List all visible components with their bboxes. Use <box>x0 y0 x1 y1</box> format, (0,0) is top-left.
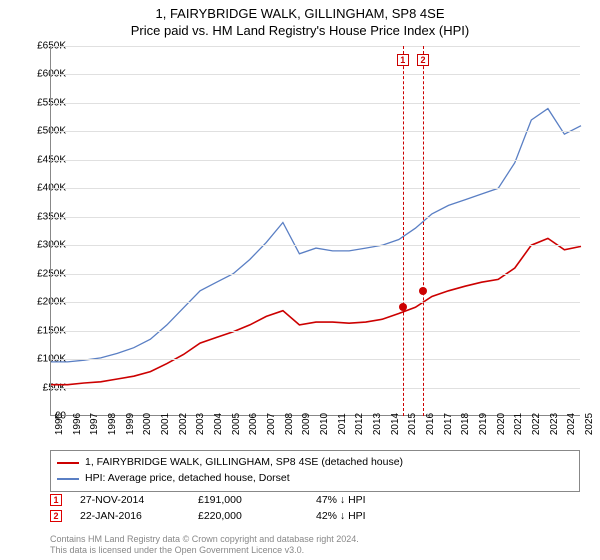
gridline <box>51 103 580 104</box>
event-row: 1 27-NOV-2014 £191,000 47% ↓ HPI <box>50 494 580 506</box>
footer-line1: Contains HM Land Registry data © Crown c… <box>50 534 359 545</box>
x-tick-label: 2014 <box>390 413 401 435</box>
event-date: 22-JAN-2016 <box>80 510 180 522</box>
legend-label: HPI: Average price, detached house, Dors… <box>85 471 290 487</box>
legend-swatch <box>57 462 79 464</box>
footer-attribution: Contains HM Land Registry data © Crown c… <box>50 534 359 556</box>
x-tick-label: 2005 <box>231 413 242 435</box>
x-tick-label: 2015 <box>407 413 418 435</box>
gridline <box>51 359 580 360</box>
footer-line2: This data is licensed under the Open Gov… <box>50 545 359 556</box>
x-tick-label: 2011 <box>337 413 348 435</box>
event-diff: 47% ↓ HPI <box>316 494 416 506</box>
event-price: £191,000 <box>198 494 298 506</box>
x-tick-label: 2022 <box>531 413 542 435</box>
sale-marker-dot <box>419 287 427 295</box>
legend-row: HPI: Average price, detached house, Dors… <box>57 471 573 487</box>
event-price: £220,000 <box>198 510 298 522</box>
x-tick-label: 2009 <box>301 413 312 435</box>
x-tick-label: 2016 <box>425 413 436 435</box>
x-tick-label: 2019 <box>478 413 489 435</box>
x-tick-label: 1999 <box>125 413 136 435</box>
title-line1: 1, FAIRYBRIDGE WALK, GILLINGHAM, SP8 4SE <box>0 6 600 23</box>
event-marker-box: 2 <box>417 54 429 66</box>
x-tick-label: 2024 <box>566 413 577 435</box>
x-tick-label: 2002 <box>178 413 189 435</box>
series-property <box>51 238 581 384</box>
x-tick-label: 1995 <box>54 413 65 435</box>
line-series-svg <box>51 46 581 416</box>
gridline <box>51 46 580 47</box>
event-number-box: 1 <box>50 494 62 506</box>
event-row: 2 22-JAN-2016 £220,000 42% ↓ HPI <box>50 510 580 522</box>
x-tick-label: 2003 <box>195 413 206 435</box>
chart-plot-area: 12 <box>50 46 580 416</box>
event-date: 27-NOV-2014 <box>80 494 180 506</box>
event-marker-box: 1 <box>397 54 409 66</box>
x-tick-label: 1996 <box>72 413 83 435</box>
legend-row: 1, FAIRYBRIDGE WALK, GILLINGHAM, SP8 4SE… <box>57 455 573 471</box>
gridline <box>51 274 580 275</box>
gridline <box>51 160 580 161</box>
gridline <box>51 302 580 303</box>
x-tick-label: 2018 <box>460 413 471 435</box>
legend: 1, FAIRYBRIDGE WALK, GILLINGHAM, SP8 4SE… <box>50 450 580 492</box>
x-tick-label: 2004 <box>213 413 224 435</box>
event-number-box: 2 <box>50 510 62 522</box>
chart-title: 1, FAIRYBRIDGE WALK, GILLINGHAM, SP8 4SE… <box>0 0 600 40</box>
gridline <box>51 131 580 132</box>
x-tick-label: 2007 <box>266 413 277 435</box>
gridline <box>51 217 580 218</box>
series-hpi <box>51 109 581 362</box>
title-line2: Price paid vs. HM Land Registry's House … <box>0 23 600 40</box>
gridline <box>51 245 580 246</box>
x-tick-label: 2012 <box>354 413 365 435</box>
legend-label: 1, FAIRYBRIDGE WALK, GILLINGHAM, SP8 4SE… <box>85 455 403 471</box>
event-vertical-line <box>403 46 404 416</box>
sale-marker-dot <box>399 303 407 311</box>
event-diff: 42% ↓ HPI <box>316 510 416 522</box>
gridline <box>51 331 580 332</box>
x-tick-label: 2001 <box>160 413 171 435</box>
x-tick-label: 1997 <box>89 413 100 435</box>
x-tick-label: 2008 <box>284 413 295 435</box>
x-tick-label: 2020 <box>496 413 507 435</box>
x-tick-label: 2021 <box>513 413 524 435</box>
x-tick-label: 2006 <box>248 413 259 435</box>
x-tick-label: 2013 <box>372 413 383 435</box>
gridline <box>51 388 580 389</box>
x-tick-label: 2023 <box>549 413 560 435</box>
legend-swatch <box>57 478 79 480</box>
gridline <box>51 188 580 189</box>
x-tick-label: 2000 <box>142 413 153 435</box>
gridline <box>51 74 580 75</box>
x-tick-label: 1998 <box>107 413 118 435</box>
x-tick-label: 2025 <box>584 413 595 435</box>
x-tick-label: 2017 <box>443 413 454 435</box>
x-tick-label: 2010 <box>319 413 330 435</box>
event-table: 1 27-NOV-2014 £191,000 47% ↓ HPI 2 22-JAN-201… <box>50 494 580 526</box>
event-vertical-line <box>423 46 424 416</box>
